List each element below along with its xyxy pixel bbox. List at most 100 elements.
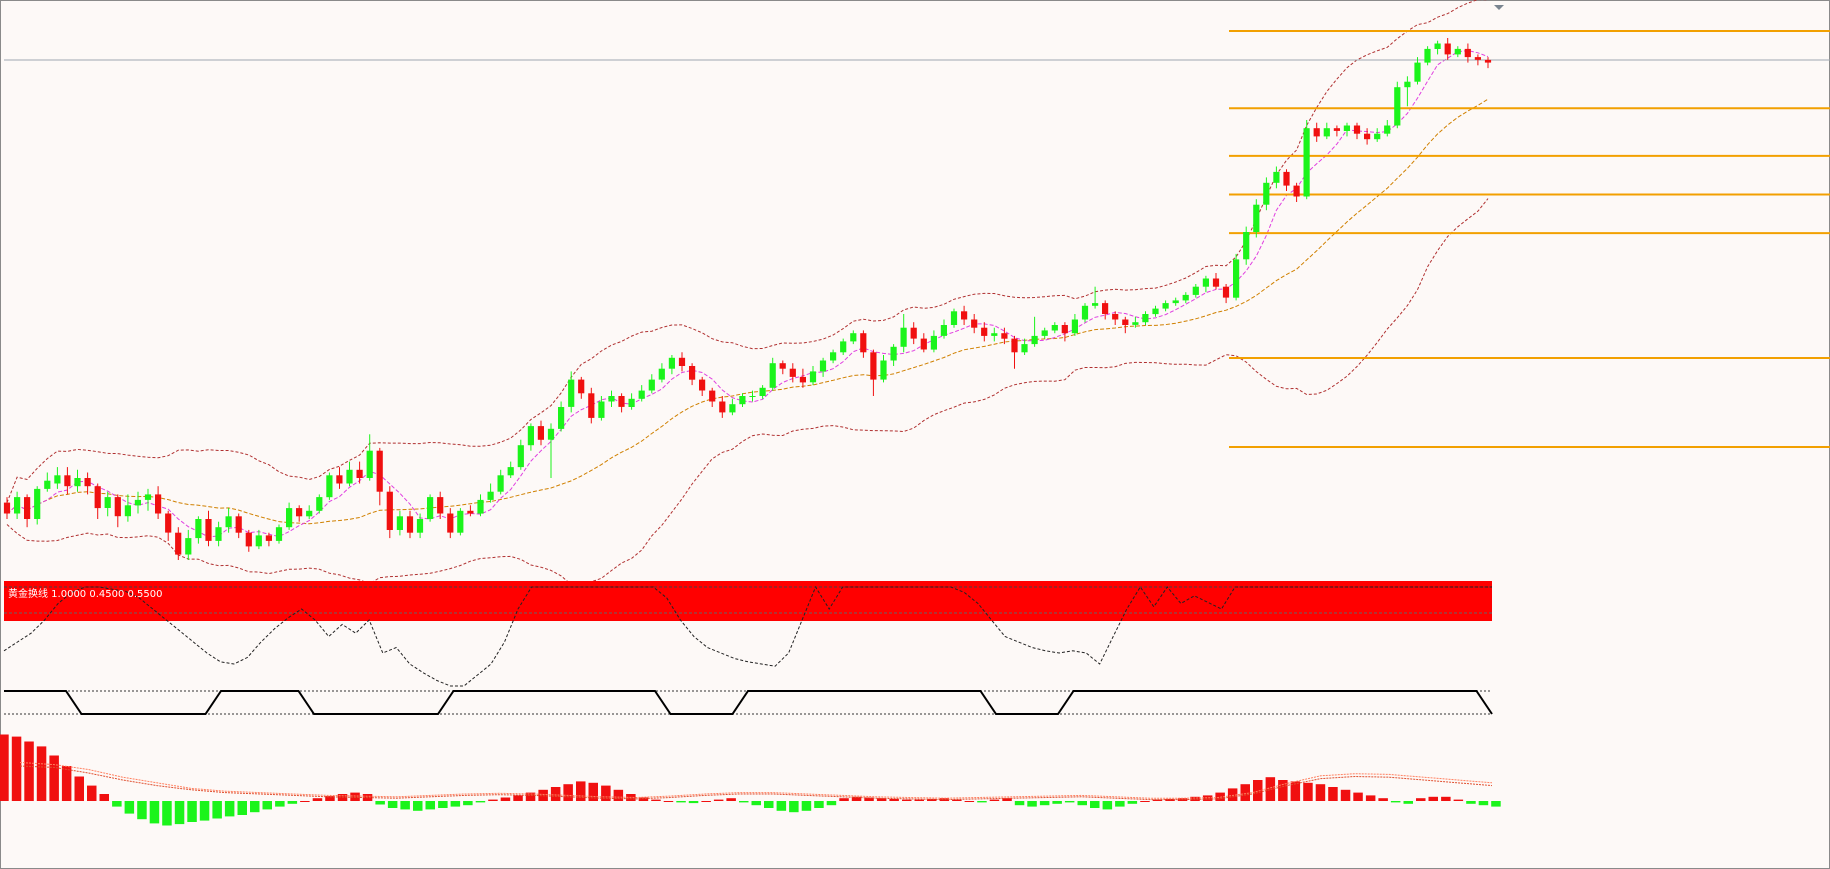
macd-histogram-bar: [36, 746, 47, 801]
candle-body: [245, 532, 252, 547]
macd-histogram-bar: [864, 797, 874, 801]
indicator-label: 黄金换线 1.0000 0.4500 0.5500: [8, 589, 163, 600]
candle-body: [437, 497, 444, 514]
candle-body: [910, 327, 917, 339]
macd-histogram-bar: [149, 801, 160, 824]
candle-body: [678, 357, 686, 366]
macd-histogram-bar: [1014, 801, 1025, 806]
candle-body: [920, 338, 927, 350]
candle-body: [1182, 294, 1189, 301]
candle-body: [1152, 308, 1159, 315]
candle-body: [104, 497, 111, 508]
macd-histogram-bar: [764, 801, 774, 808]
macd-histogram-bar: [839, 798, 849, 801]
macd-histogram-bar: [350, 792, 360, 801]
candle-body: [648, 379, 655, 391]
candle-body: [658, 368, 665, 380]
macd-histogram-bar: [713, 799, 724, 801]
candle-body: [44, 480, 51, 489]
candle-body: [155, 494, 162, 514]
candle-body: [1364, 133, 1371, 140]
macd-histogram-bar: [1441, 796, 1451, 801]
candle-body: [1263, 182, 1270, 205]
macd-signal-line: [19, 762, 1493, 799]
macd-histogram-bar: [1466, 801, 1476, 804]
macd-histogram-bar: [739, 801, 749, 803]
macd-histogram-bar: [1453, 799, 1464, 801]
macd-histogram-bar: [550, 787, 561, 801]
candle-body: [205, 519, 212, 541]
candle-body: [1333, 128, 1340, 131]
candle-body: [235, 516, 242, 533]
candle-body: [406, 516, 414, 533]
candle-body: [1071, 319, 1078, 334]
candle-body: [1243, 232, 1250, 260]
macd-histogram-bar: [964, 801, 975, 802]
candle-body: [416, 519, 424, 533]
macd-histogram-bar: [1115, 801, 1125, 807]
macd-histogram-bar: [1052, 801, 1062, 804]
candle-body: [880, 360, 887, 380]
macd-histogram-bar: [1240, 784, 1250, 801]
bollinger-upper-line: [6, 0, 1488, 503]
macd-histogram-bar: [174, 801, 185, 825]
macd-histogram-bar: [212, 801, 222, 819]
candle-body: [1051, 325, 1058, 331]
candle-body: [1132, 322, 1139, 325]
candle-body: [94, 486, 101, 509]
candle-body: [296, 508, 303, 517]
candle-body: [255, 535, 262, 547]
macd-histogram-bar: [801, 801, 812, 811]
candle-body: [1172, 300, 1179, 304]
candle-body: [1434, 43, 1441, 49]
macd-histogram-bar: [889, 798, 899, 801]
candle-body: [537, 426, 544, 440]
macd-histogram-bar: [814, 801, 824, 808]
macd-histogram-bar: [162, 801, 172, 826]
macd-histogram-bar: [563, 784, 573, 801]
candle-body: [900, 327, 907, 347]
macd-histogram-bar: [1416, 798, 1426, 801]
candle-body: [860, 333, 867, 353]
candle-body: [618, 396, 625, 407]
macd-histogram-bar: [500, 797, 511, 801]
candle-body: [175, 532, 182, 555]
candle-body: [316, 497, 323, 511]
candle-body: [286, 508, 293, 528]
candle-body: [84, 478, 91, 487]
macd-histogram-bar: [977, 801, 987, 803]
macd-histogram-bar: [1278, 780, 1288, 801]
macd-histogram-bar: [187, 801, 197, 822]
candle-body: [779, 363, 786, 369]
macd-histogram-bar: [1102, 801, 1113, 810]
macd-histogram-bar: [74, 776, 84, 801]
candle-body: [497, 475, 504, 492]
candle-body: [74, 478, 81, 487]
candle-body: [386, 491, 393, 530]
candle-body: [588, 393, 595, 418]
macd-histogram-bar: [438, 801, 448, 808]
macd-histogram-bar: [124, 801, 135, 814]
candle-body: [789, 368, 796, 377]
macd-histogram-bar: [751, 801, 761, 806]
candle-body: [366, 450, 373, 478]
candle-body: [1394, 87, 1401, 126]
macd-histogram-bar: [1202, 795, 1213, 801]
candle-body: [759, 387, 766, 396]
candle-body: [1222, 286, 1230, 298]
candle-body: [1102, 303, 1109, 314]
candle-body: [517, 445, 524, 468]
macd-histogram-bar: [789, 801, 799, 813]
macd-histogram-bar: [726, 798, 736, 801]
candle-body: [1192, 286, 1199, 295]
candle-body: [608, 396, 615, 402]
candle-body: [54, 475, 61, 484]
candle-body: [24, 497, 31, 519]
candle-body: [3, 502, 11, 514]
candle-body: [840, 341, 847, 353]
macd-histogram-bar: [601, 785, 611, 801]
candle-body: [1253, 204, 1260, 232]
macd-histogram-bar: [1227, 788, 1238, 801]
